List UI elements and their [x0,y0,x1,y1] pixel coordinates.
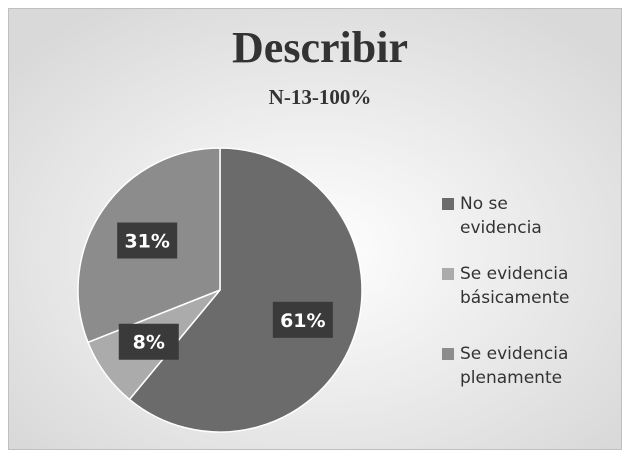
data-label: 31% [124,231,169,253]
data-label: 61% [280,310,325,332]
legend-entry: Se evidencia plenamente [442,342,592,390]
legend-swatch [442,348,454,360]
data-label-box [118,323,179,360]
legend-label: No se evidencia [460,194,542,238]
legend-swatch [442,268,454,280]
legend-swatch [442,198,454,210]
pie-slice [128,147,363,433]
data-label-box [272,301,333,338]
data-label-box [117,222,178,259]
data-label: 8% [133,332,165,354]
chart-subtitle: N-13-100% [269,85,372,109]
legend-label: Se evidencia plenamente [460,344,569,388]
legend-label: Se evidencia básicamente [460,264,570,308]
chart-title: Describir [232,23,408,72]
legend-entry: Se evidencia básicamente [442,262,592,310]
legend-entry: No se evidencia [442,192,592,240]
